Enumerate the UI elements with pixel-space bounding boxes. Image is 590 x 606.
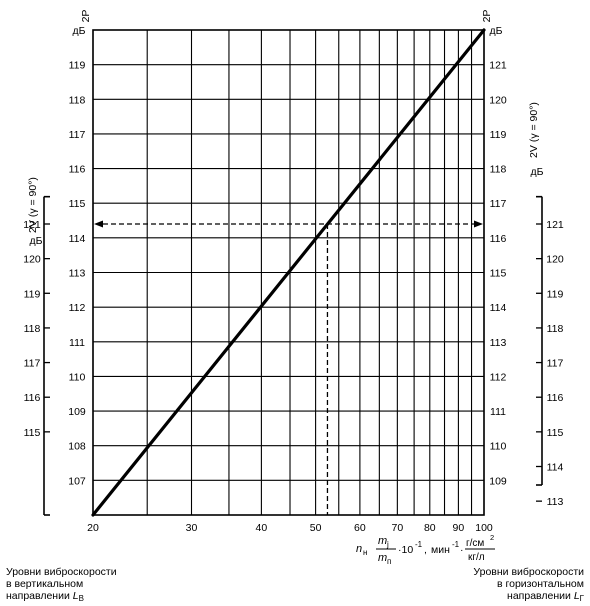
right-outer-tick-label: 115 (547, 427, 564, 439)
left-outer-axis-unit: дБ (29, 235, 42, 247)
footer-right-line-1: Уровни виброскорости (473, 566, 584, 578)
footer-left-caption: Уровни виброскорости в вертикальном напр… (6, 566, 117, 605)
right-inner-tick-label: 120 (489, 94, 507, 106)
footer-right-line-3: направлении LГ (473, 590, 584, 605)
left-outer-tick-label: 119 (24, 288, 41, 300)
footer-left-symbol: L (72, 590, 79, 602)
x-label-frac1-den-sub: п (387, 557, 391, 566)
x-label-frac1-num: m (378, 535, 387, 547)
left-outer-tick-label: 118 (24, 323, 41, 335)
x-tick-label: 80 (424, 522, 436, 534)
left-inner-tick-label: 110 (69, 371, 86, 383)
x-label-sep: , (424, 544, 427, 556)
x-label-unit1-exp: -1 (452, 540, 460, 549)
left-inner-tick-label: 107 (68, 475, 86, 487)
right-inner-tick-label: 117 (490, 198, 507, 210)
x-label-frac2-num-exp: 2 (490, 533, 494, 542)
footer-left-line-3: направлении LВ (6, 590, 117, 605)
x-tick-label: 100 (475, 522, 493, 534)
footer-right-symbol: L (573, 590, 580, 602)
x-label-n-sub: н (363, 548, 367, 557)
x-tick-label: 50 (310, 522, 322, 534)
left-inner-tick-label: 108 (68, 441, 86, 453)
left-inner-tick-label: 114 (69, 233, 86, 245)
right-inner-tick-label: 119 (490, 129, 507, 141)
x-label-frac1-den: m (378, 552, 387, 564)
right-outer-axis-label: 2V (γ = 90°) (528, 102, 540, 158)
footer-left-line-1: Уровни виброскорости (6, 566, 117, 578)
right-inner-tick-label: 118 (490, 164, 507, 176)
x-tick-label: 90 (453, 522, 465, 534)
left-outer-tick-label: 120 (23, 254, 41, 266)
x-label-mult: ·10 (398, 544, 413, 556)
footer-right-symbol-sub: Г (579, 594, 584, 603)
right-outer-tick-label: 113 (547, 496, 564, 508)
right-inner-axis-unit: дБ (489, 25, 502, 37)
right-outer-tick-label: 121 (546, 219, 564, 231)
x-label-dot: · (460, 544, 464, 556)
left-inner-tick-label: 118 (69, 94, 86, 106)
x-label-mult-exp: -1 (415, 540, 423, 549)
footer-right-caption: Уровни виброскорости в горизонтальном на… (473, 566, 584, 605)
footer-left-symbol-sub: В (78, 594, 84, 603)
right-outer-tick-label: 118 (547, 323, 564, 335)
x-label-frac2-den: кг/л (468, 552, 485, 563)
right-inner-tick-label: 110 (490, 441, 507, 453)
x-tick-label: 60 (354, 522, 366, 534)
x-label-frac1-num-sub: j (386, 540, 389, 549)
right-outer-tick-label: 117 (547, 358, 564, 370)
left-outer-tick-label: 116 (24, 392, 41, 404)
x-tick-label: 70 (392, 522, 404, 534)
left-inner-tick-label: 117 (69, 129, 86, 141)
example-left-arrowhead (94, 220, 103, 228)
x-axis-label: n н m j m п ·10 -1 , мин -1 · г/см 2 кг/… (356, 533, 495, 566)
left-outer-tick-label: 121 (23, 219, 41, 231)
left-inner-tick-label: 115 (69, 198, 86, 210)
x-tick-label: 30 (186, 522, 198, 534)
footer-left-line-3-text: направлении (6, 590, 73, 602)
right-inner-tick-label: 114 (490, 302, 507, 314)
left-outer-axis-label: 2V (γ = 90°) (27, 177, 39, 233)
left-inner-tick-label: 116 (69, 164, 86, 176)
right-outer-tick-label: 120 (546, 254, 564, 266)
right-inner-tick-label: 121 (489, 60, 507, 72)
right-inner-tick-label: 116 (490, 233, 507, 245)
right-outer-tick-label: 119 (547, 288, 564, 300)
example-right-arrowhead (474, 220, 483, 228)
x-label-n: n (356, 543, 362, 555)
right-inner-tick-label: 111 (490, 406, 506, 418)
right-inner-tick-label: 113 (490, 337, 507, 349)
right-inner-axis-label: 2P (481, 10, 493, 23)
right-inner-tick-label: 112 (490, 371, 507, 383)
plot-border (92, 29, 485, 516)
x-tick-label: 40 (256, 522, 268, 534)
left-outer-tick-label: 117 (24, 358, 41, 370)
right-outer-tick-label: 114 (547, 462, 564, 474)
left-inner-tick-label: 111 (69, 337, 85, 349)
left-inner-tick-label: 113 (69, 268, 86, 280)
right-outer-axis-unit: дБ (530, 166, 543, 178)
x-label-unit1: мин (431, 544, 450, 556)
footer-left-line-2: в вертикальном (6, 578, 84, 590)
data-marks (91, 28, 486, 517)
series-line (91, 28, 486, 517)
left-inner-tick-label: 112 (69, 302, 86, 314)
left-inner-tick-label: 109 (68, 406, 86, 418)
right-inner-tick-label: 115 (490, 268, 507, 280)
right-inner-tick-label: 109 (489, 475, 507, 487)
axes: 20 30 40 50 60 70 80 90 100 2P дБ 119 118 117 116 115 11… (23, 10, 564, 534)
footer-right-line-2: в горизонтальном (497, 578, 584, 590)
plot-frame (92, 29, 485, 516)
footer-right-line-3-text: направлении (507, 590, 574, 602)
left-inner-axis-label: 2P (80, 10, 92, 23)
left-inner-tick-label: 119 (69, 60, 86, 72)
right-outer-tick-label: 116 (547, 392, 564, 404)
x-tick-label: 20 (87, 522, 99, 534)
left-inner-axis-unit: дБ (72, 25, 85, 37)
left-outer-tick-label: 115 (24, 427, 41, 439)
x-label-frac2-num: г/см (466, 538, 484, 549)
